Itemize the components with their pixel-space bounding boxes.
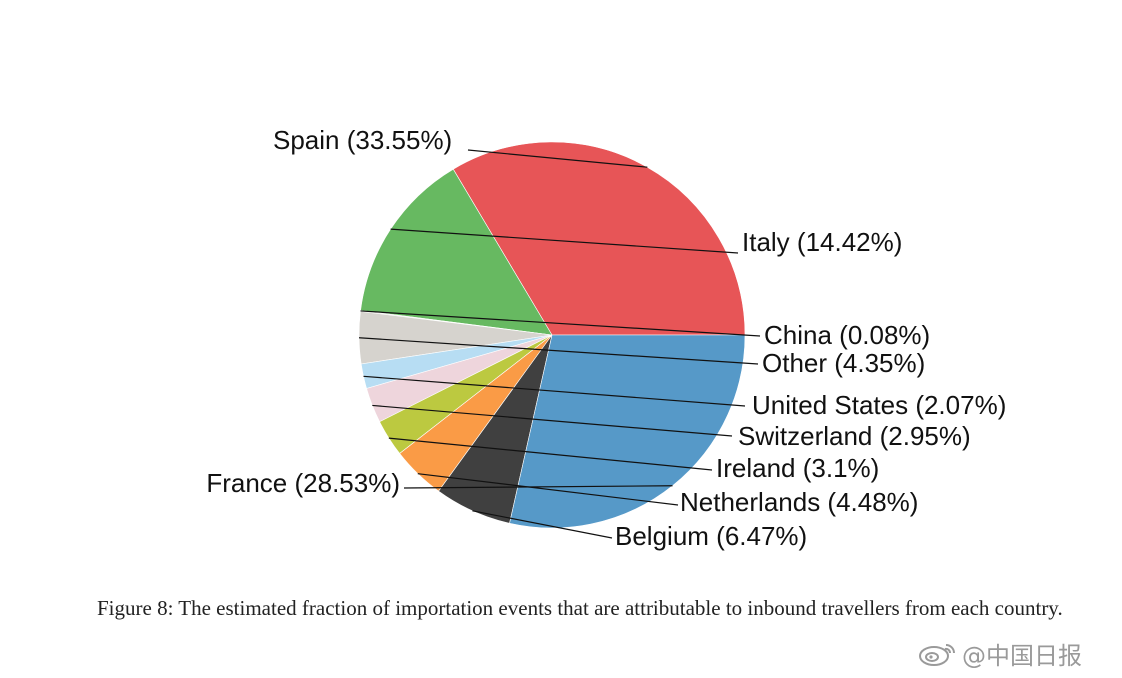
figure-caption: Figure 8: The estimated fraction of impo… (97, 596, 1063, 620)
slice-label-ireland: Ireland (3.1%) (716, 453, 879, 483)
leader-lines (358, 149, 761, 539)
weibo-icon (918, 641, 958, 667)
leader-line-spain (467, 149, 648, 168)
leader-line-china (360, 310, 761, 337)
leader-line-other (358, 337, 759, 365)
leader-line-italy (390, 228, 739, 254)
leader-line-belgium (472, 510, 613, 539)
slice-label-netherlands: Netherlands (4.48%) (680, 487, 918, 517)
leader-line-switzerland (372, 404, 733, 437)
pie-slices (358, 141, 746, 529)
slice-label-belgium: Belgium (6.47%) (615, 521, 807, 551)
slice-label-united-states: United States (2.07%) (752, 390, 1006, 420)
leader-line-ireland (388, 437, 713, 471)
slice-label-italy: Italy (14.42%) (742, 227, 902, 257)
leader-line-netherlands (417, 473, 679, 506)
slice-label-other: Other (4.35%) (762, 348, 925, 378)
leader-line-france (403, 485, 673, 489)
watermark-text: @中国日报 (962, 642, 1082, 670)
slice-label-spain: Spain (33.55%) (273, 125, 452, 155)
pie-slice-spain (452, 141, 746, 336)
watermark: @中国日报 (918, 636, 1082, 671)
slice-label-china: China (0.08%) (764, 320, 930, 350)
slice-label-france: France (28.53%) (206, 468, 400, 498)
leader-line-united-states (363, 375, 746, 407)
slice-labels: Spain (33.55%) Italy (14.42%) China (0.08%… (206, 125, 1006, 551)
slice-label-switzerland: Switzerland (2.95%) (738, 421, 971, 451)
